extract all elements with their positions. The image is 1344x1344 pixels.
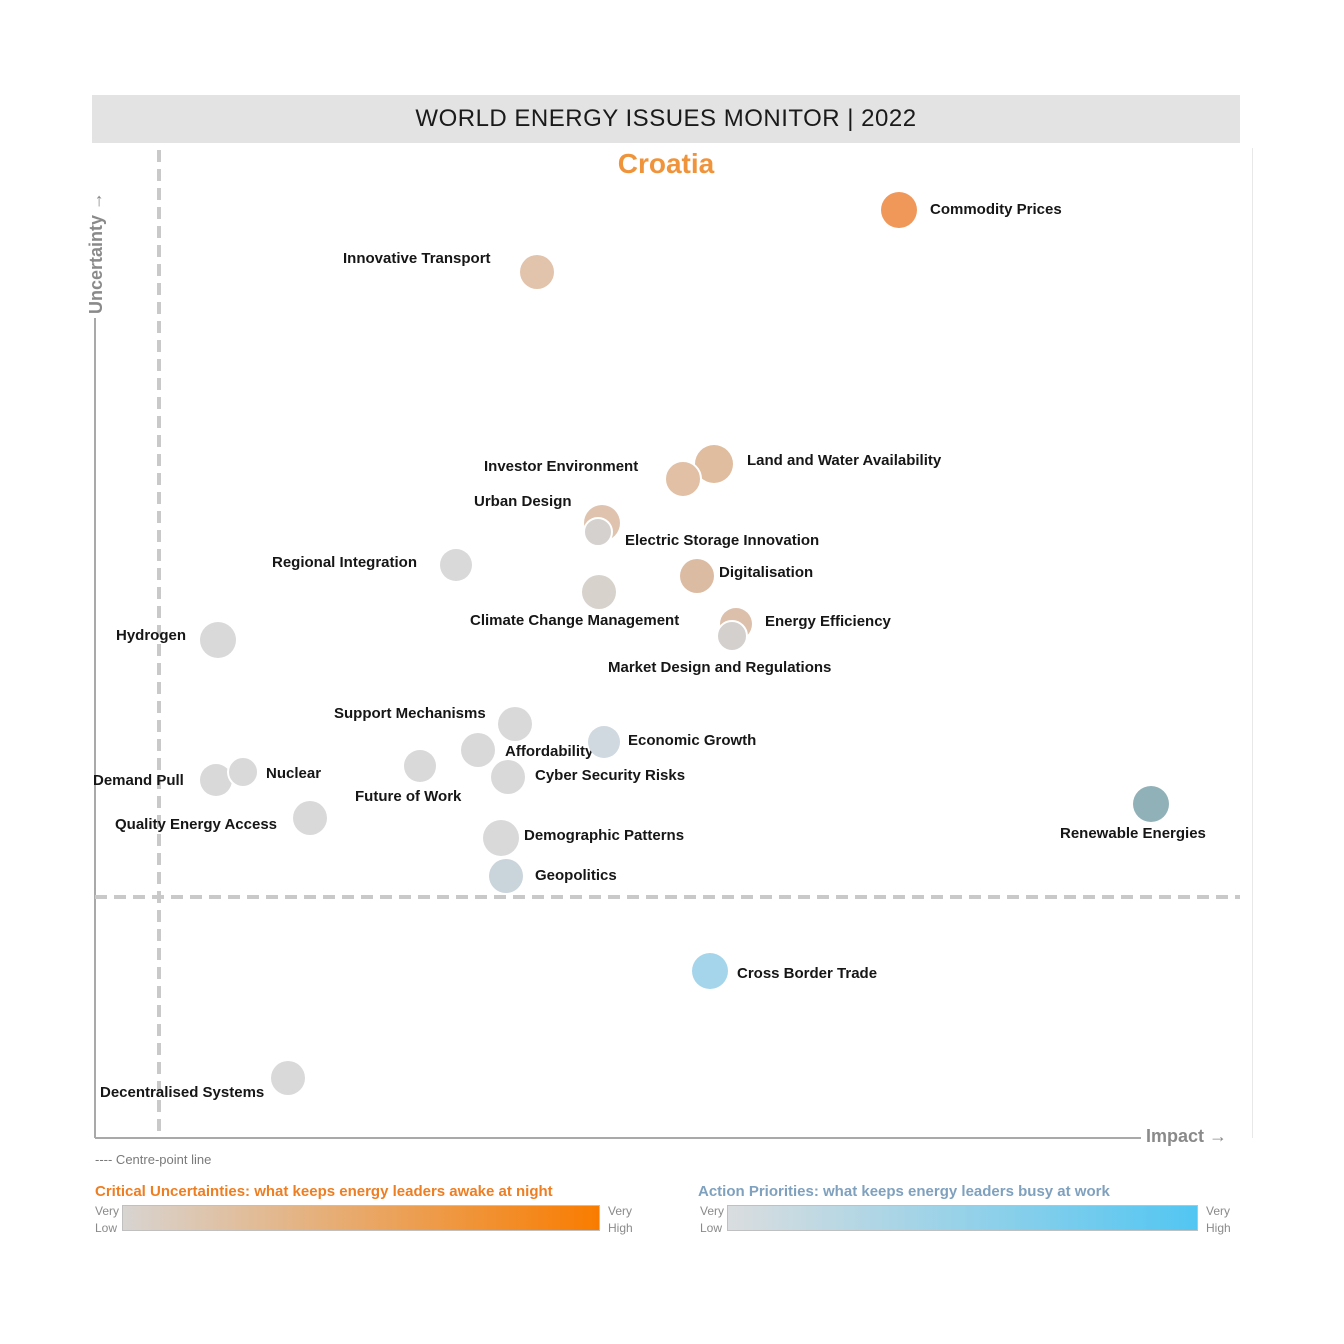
label-cyber-security-risks: Cyber Security Risks xyxy=(535,767,686,784)
bubble-nuclear xyxy=(227,756,259,788)
label-cross-border-trade: Cross Border Trade xyxy=(737,965,878,982)
bubble-future-of-work xyxy=(404,750,436,782)
label-future-of-work: Future of Work xyxy=(355,788,462,805)
label-hydrogen: Hydrogen xyxy=(116,627,187,644)
bubble-renewable-energies xyxy=(1133,786,1169,822)
bubble-market-design-and-regulations xyxy=(716,620,748,652)
bubble-innovative-transport xyxy=(520,255,554,289)
label-digitalisation: Digitalisation xyxy=(719,564,814,581)
label-land-and-water-availability: Land and Water Availability xyxy=(747,452,942,469)
label-electric-storage-innovation: Electric Storage Innovation xyxy=(625,532,820,549)
bubble-regional-integration xyxy=(440,549,472,581)
bubble-cross-border-trade xyxy=(692,953,728,989)
label-energy-efficiency: Energy Efficiency xyxy=(765,613,891,630)
label-climate-change-management: Climate Change Management xyxy=(470,612,680,629)
x-axis-line xyxy=(95,1137,1141,1139)
bubble-decentralised-systems xyxy=(271,1061,305,1095)
bubble-hydrogen xyxy=(200,622,236,658)
bubble-geopolitics xyxy=(489,859,523,893)
action-priorities-legend-title: Action Priorities: what keeps energy lea… xyxy=(698,1183,1110,1200)
bubble-support-mechanisms xyxy=(498,707,532,741)
critical-legend-low-label: Very Low xyxy=(95,1204,120,1235)
label-demand-pull: Demand Pull xyxy=(93,772,184,789)
centre-point-line-note: ---- Centre-point line xyxy=(95,1152,212,1167)
bubble-digitalisation xyxy=(680,559,714,593)
y-axis-line xyxy=(94,318,96,1138)
action-legend-high-label: Very High xyxy=(1206,1204,1231,1235)
label-commodity-prices: Commodity Prices xyxy=(930,201,1062,218)
label-regional-integration: Regional Integration xyxy=(272,554,418,571)
y-axis-label: Uncertainty → xyxy=(86,191,106,314)
label-decentralised-systems: Decentralised Systems xyxy=(100,1084,265,1101)
bubble-investor-environment xyxy=(664,460,702,498)
vertical-centre-point-line xyxy=(157,150,161,1137)
label-investor-environment: Investor Environment xyxy=(484,458,639,475)
label-urban-design: Urban Design xyxy=(474,493,572,510)
action-legend-low-label: Very Low xyxy=(700,1204,725,1235)
bubble-electric-storage-innovation xyxy=(583,517,613,547)
bubble-commodity-prices xyxy=(881,192,917,228)
bubble-climate-change-management xyxy=(582,575,616,609)
country-title: Croatia xyxy=(617,148,715,179)
bubble-affordability xyxy=(461,733,495,767)
banner-title: WORLD ENERGY ISSUES MONITOR | 2022 xyxy=(92,95,1240,143)
x-axis-label: Impact → xyxy=(1146,1126,1228,1146)
critical-uncertainties-legend-title: Critical Uncertainties: what keeps energ… xyxy=(95,1183,553,1200)
bubble-demand-pull xyxy=(200,764,232,796)
label-support-mechanisms: Support Mechanisms xyxy=(334,705,486,722)
label-renewable-energies: Renewable Energies xyxy=(1060,825,1206,842)
label-economic-growth: Economic Growth xyxy=(628,732,757,749)
label-quality-energy-access: Quality Energy Access xyxy=(115,816,278,833)
horizontal-centre-point-line xyxy=(95,895,1240,899)
critical-uncertainties-gradient-bar xyxy=(122,1205,600,1231)
bubble-demographic-patterns xyxy=(483,820,519,856)
bubble-economic-growth xyxy=(588,726,620,758)
label-innovative-transport: Innovative Transport xyxy=(343,250,491,267)
label-affordability: Affordability xyxy=(505,743,594,760)
bubble-quality-energy-access xyxy=(293,801,327,835)
label-nuclear: Nuclear xyxy=(266,765,322,782)
label-geopolitics: Geopolitics xyxy=(535,867,617,884)
label-demographic-patterns: Demographic Patterns xyxy=(524,827,685,844)
action-priorities-gradient-bar xyxy=(727,1205,1198,1231)
plot-right-border xyxy=(1252,148,1253,1138)
bubble-cyber-security-risks xyxy=(491,760,525,794)
critical-legend-high-label: Very High xyxy=(608,1204,633,1235)
label-market-design-and-regulations: Market Design and Regulations xyxy=(608,659,832,676)
